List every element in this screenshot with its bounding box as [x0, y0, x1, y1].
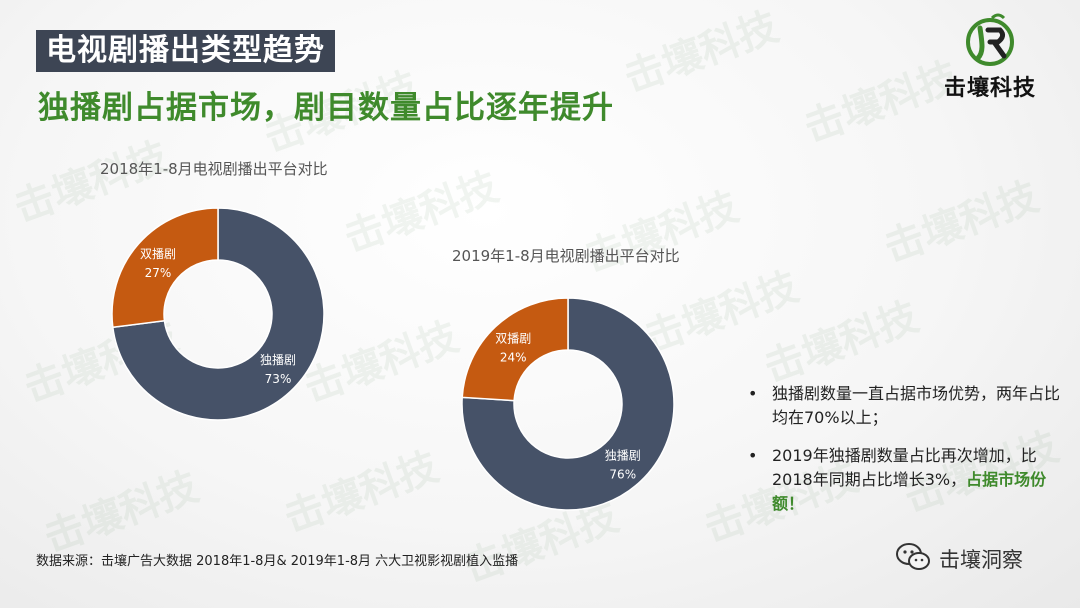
bullet-icon: • [748, 384, 758, 403]
donut-2018-value-label: 27% [145, 266, 172, 280]
donut-2019-category-label: 独播剧 [605, 448, 641, 462]
donut-2019-slice-dual [461, 297, 569, 402]
watermark-text: 击壤科技 [618, 3, 785, 102]
note-text: 2019年独播剧数量占比再次增加，比2018年同期占比增长3%， [772, 446, 1037, 489]
note-text: 独播剧数量一直占据市场优势，两年占比均在70%以上； [772, 384, 1061, 427]
logo-mark-icon [966, 13, 1014, 66]
donut-2018-value-label: 73% [265, 372, 292, 386]
logo-text: 击壤科技 [943, 76, 1036, 101]
donut-2019-value-label: 76% [609, 467, 636, 481]
note-highlight: 占据市场份额！ [772, 470, 1047, 513]
watermark-text: 击壤科技 [578, 183, 745, 282]
donut-2018-category-label: 独播剧 [260, 353, 296, 367]
donut-2018-slice-exclusive [111, 207, 325, 421]
donut-2019-slice-exclusive [461, 297, 675, 511]
donut-chart-2019: 独播剧 76% 双播剧 24% [461, 297, 675, 511]
wechat-icon [896, 543, 930, 570]
chart-2019-title: 2019年1-8月电视剧播出平台对比 [452, 247, 680, 265]
data-source: 数据来源：击壤广告大数据 2018年1-8月& 2019年1-8月 六大卫视影视… [36, 554, 519, 569]
donut-2019-category-label: 双播剧 [495, 332, 531, 346]
wechat-label: 击壤洞察 [939, 548, 1023, 572]
donut-2019-value-label: 24% [500, 351, 527, 365]
watermark-text: 击壤科技 [278, 443, 445, 542]
page-subtitle: 独播剧占据市场，剧目数量占比逐年提升 [38, 90, 614, 126]
watermark-text: 击壤科技 [878, 173, 1045, 272]
chart-2018-title: 2018年1-8月电视剧播出平台对比 [100, 160, 328, 178]
donut-2018-slice-dual [111, 207, 219, 329]
donut-2018-category-label: 双播剧 [140, 247, 176, 261]
donut-chart-2018: 独播剧 73% 双播剧 27% [111, 207, 325, 421]
note-item: • 独播剧数量一直占据市场优势，两年占比均在70%以上； [748, 382, 1068, 430]
bullet-icon: • [748, 446, 758, 465]
notes-list: • 独播剧数量一直占据市场优势，两年占比均在70%以上； • 2019年独播剧数… [748, 382, 1068, 530]
page-title: 电视剧播出类型趋势 [36, 30, 335, 72]
note-item: • 2019年独播剧数量占比再次增加，比2018年同期占比增长3%，占据市场份额… [748, 444, 1068, 516]
wechat-badge: 击壤洞察 [895, 538, 1055, 578]
watermark-text: 击壤科技 [38, 463, 205, 562]
brand-logo: 击壤科技 [930, 12, 1050, 101]
